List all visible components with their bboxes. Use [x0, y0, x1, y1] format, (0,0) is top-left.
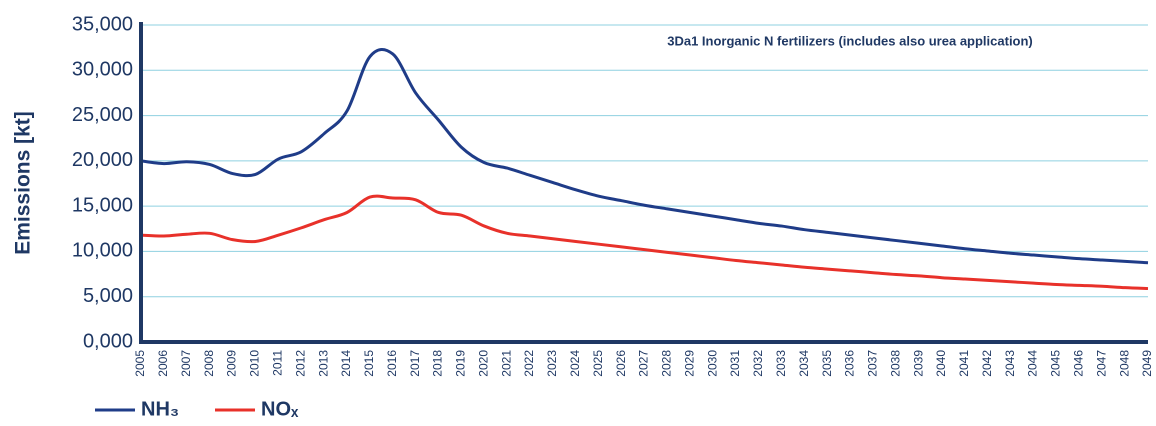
- x-tick-label: 2006: [156, 350, 170, 377]
- x-tick-label: 2041: [957, 350, 971, 377]
- x-tick-label: 2046: [1072, 350, 1086, 377]
- x-tick-label: 2048: [1117, 350, 1131, 377]
- x-tick-label: 2012: [293, 350, 307, 377]
- x-tick-label: 2026: [614, 350, 628, 377]
- y-tick-label: 10,000: [72, 240, 133, 262]
- x-tick-label: 2038: [888, 350, 902, 377]
- x-tick-label: 2019: [454, 350, 468, 377]
- x-tick-label: 2045: [1049, 350, 1063, 377]
- x-tick-label: 2028: [660, 350, 674, 377]
- x-tick-label: 2036: [843, 350, 857, 377]
- x-tick-label: 2042: [980, 350, 994, 377]
- x-tick-label: 2029: [682, 350, 696, 377]
- y-tick-label: 35,000: [72, 13, 133, 35]
- x-tick-label: 2039: [911, 350, 925, 377]
- y-tick-label: 30,000: [72, 59, 133, 81]
- x-tick-label: 2017: [408, 350, 422, 377]
- x-tick-label: 2014: [339, 350, 353, 377]
- x-tick-label: 2009: [225, 350, 239, 377]
- y-tick-label: 15,000: [72, 194, 133, 216]
- x-tick-label: 2031: [728, 350, 742, 377]
- x-tick-label: 2010: [248, 350, 262, 377]
- x-tick-label: 2035: [820, 350, 834, 377]
- annotation: 3Da1 Inorganic N fertilizers (includes a…: [667, 33, 1033, 48]
- x-tick-label: 2013: [316, 350, 330, 377]
- line: [140, 48, 1149, 265]
- x-tick-label: 2049: [1140, 350, 1154, 377]
- x-tick-label: 2023: [545, 350, 559, 377]
- y-tick-label: 25,000: [72, 104, 133, 126]
- legend-label: NH₃: [141, 398, 179, 420]
- x-tick-label: 2015: [362, 350, 376, 377]
- x-tick-label: 2030: [705, 350, 719, 377]
- x-tick-label: 2008: [202, 350, 216, 377]
- x-tick-label: 2027: [637, 350, 651, 377]
- x-tick-label: 2032: [751, 350, 765, 377]
- y-tick-label: 0,000: [83, 330, 133, 352]
- x-tick-label: 2021: [499, 350, 513, 377]
- x-tick-label: 2025: [591, 350, 605, 377]
- y-tick-label: 20,000: [72, 149, 133, 171]
- x-tick-label: 2020: [476, 350, 490, 377]
- x-tick-label: 2037: [866, 350, 880, 377]
- x-tick-label: 2033: [774, 350, 788, 377]
- y-tick-label: 5,000: [83, 285, 133, 307]
- x-tick-label: 2005: [133, 350, 147, 377]
- x-tick-label: 2034: [797, 350, 811, 377]
- y-axis-label: Emissions [kt]: [12, 111, 35, 255]
- x-tick-label: 2024: [568, 350, 582, 377]
- x-tick-label: 2044: [1026, 350, 1040, 377]
- legend-label: NOₓ: [261, 398, 299, 420]
- line: [140, 194, 1149, 291]
- x-tick-label: 2011: [270, 350, 284, 376]
- x-tick-label: 2018: [431, 350, 445, 377]
- x-tick-label: 2007: [179, 350, 193, 377]
- x-tick-label: 2047: [1094, 350, 1108, 377]
- x-tick-label: 2040: [934, 350, 948, 377]
- x-tick-label: 2022: [522, 350, 536, 377]
- x-tick-label: 2016: [385, 350, 399, 377]
- x-tick-label: 2043: [1003, 350, 1017, 377]
